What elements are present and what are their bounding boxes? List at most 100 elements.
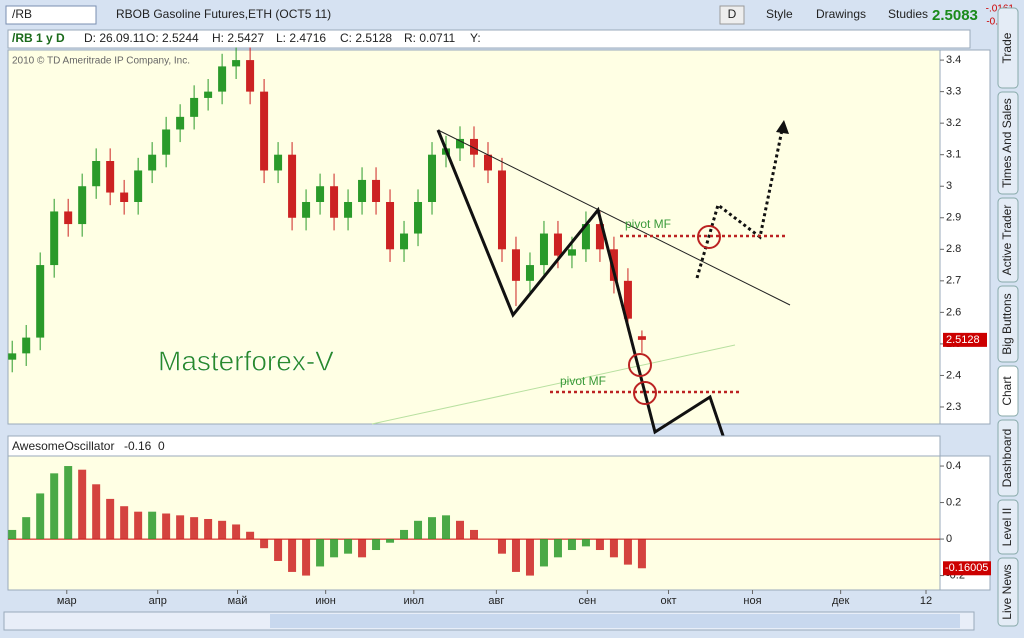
- candle-body: [232, 60, 241, 67]
- y-tick-label: 2.8: [946, 243, 961, 255]
- x-tick-label: окт: [660, 595, 676, 607]
- tab[interactable]: [997, 197, 1019, 283]
- x-tick-label: 12: [920, 595, 932, 607]
- candle-body: [316, 186, 325, 202]
- candle-body: [386, 201, 395, 250]
- brand: Masterforex-V: [158, 345, 334, 376]
- osc-bar: [302, 539, 311, 576]
- osc-bar: [50, 473, 59, 540]
- candle-body: [581, 224, 590, 250]
- info-item: D: 26.09.11: [84, 31, 145, 45]
- x-tick-label: июн: [315, 595, 335, 607]
- osc-bar: [274, 539, 283, 561]
- candle-body: [274, 154, 283, 171]
- candle-body: [64, 211, 73, 225]
- button-label[interactable]: Studies: [888, 7, 928, 21]
- projection: [695, 129, 784, 279]
- osc-bar: [358, 539, 367, 558]
- y-tick-label: 3.3: [946, 86, 961, 98]
- price-plot: [7, 49, 941, 425]
- osc-bar: [8, 529, 17, 540]
- info-item: H: 2.5427: [212, 31, 264, 45]
- candle-body: [260, 91, 269, 171]
- candle-body: [372, 179, 381, 202]
- candle-body: [204, 91, 213, 98]
- osc-bar: [470, 529, 478, 540]
- tab[interactable]: [997, 7, 1019, 89]
- symbol[interactable]: /RB: [12, 7, 32, 21]
- x-tick-label: сен: [578, 595, 596, 607]
- button-label[interactable]: Drawings: [816, 7, 866, 21]
- osc-bar: [134, 511, 143, 540]
- tab[interactable]: [997, 557, 1019, 627]
- tab[interactable]: [997, 365, 1019, 417]
- candle-body: [358, 179, 367, 202]
- info-item: /RB 1 y D: [12, 31, 65, 45]
- osc-bar: [36, 493, 45, 540]
- value-box: [943, 561, 991, 576]
- trend-line: [371, 344, 736, 425]
- info-item: R: 0.0711: [404, 31, 455, 45]
- tab-label[interactable]: Times And Sales: [1000, 98, 1014, 188]
- candle-body: [470, 138, 478, 155]
- info-item: L: 2.4716: [276, 31, 326, 45]
- candle-body: [218, 66, 227, 92]
- zigzag: [436, 129, 744, 493]
- tab[interactable]: [997, 91, 1019, 195]
- button[interactable]: [719, 5, 745, 25]
- tab-label[interactable]: Active Trader: [1000, 205, 1014, 276]
- osc-bar: [456, 520, 465, 540]
- y-tick-label: 0.2: [946, 496, 961, 508]
- osc-bar: [400, 529, 409, 540]
- candle-body: [483, 154, 492, 171]
- tab-label[interactable]: Big Buttons: [1000, 293, 1014, 354]
- candle-body: [330, 186, 339, 218]
- candle-body: [302, 201, 311, 218]
- candle-body: [50, 211, 59, 266]
- y-tick-label: 3: [946, 180, 952, 192]
- tab-label[interactable]: Level II: [1000, 508, 1014, 547]
- circle: [633, 381, 657, 405]
- tab-label[interactable]: Dashboard: [1000, 429, 1014, 488]
- tab-label[interactable]: Live News: [1000, 564, 1014, 619]
- tab-label[interactable]: Trade: [1000, 32, 1014, 63]
- x-tick-label: май: [228, 595, 248, 607]
- candle-body: [567, 249, 576, 256]
- button-label[interactable]: D: [728, 7, 737, 21]
- osc-value: -0.16: [124, 439, 152, 453]
- scroll-thumb[interactable]: [270, 614, 960, 628]
- candle-body: [36, 265, 45, 338]
- tab[interactable]: [997, 285, 1019, 363]
- last-price: 2.5083: [932, 7, 978, 24]
- candle-body: [22, 337, 31, 354]
- osc-plot: [7, 455, 941, 591]
- candle-body: [414, 201, 423, 234]
- pivot-label: pivot MF: [625, 217, 671, 231]
- symbol-box[interactable]: [5, 5, 97, 25]
- tab[interactable]: [997, 419, 1019, 497]
- osc-bar: [623, 539, 632, 565]
- info-item: O: 2.5244: [146, 31, 199, 45]
- button-label[interactable]: Style: [766, 7, 793, 21]
- candle-body: [8, 353, 17, 360]
- osc-bar: [525, 539, 534, 576]
- osc-bar: [106, 498, 115, 540]
- osc-bar: [22, 517, 31, 540]
- candle-body: [623, 280, 632, 319]
- candle-body: [106, 161, 115, 193]
- candle-body: [134, 170, 143, 202]
- osc-bar: [372, 539, 381, 551]
- info-item: C: 2.5128: [340, 31, 392, 45]
- osc-bar: [162, 513, 171, 540]
- x-tick-label: апр: [149, 595, 167, 607]
- x-tick-label: дек: [832, 595, 850, 607]
- osc-bar: [148, 511, 157, 540]
- tab-label[interactable]: Chart: [1000, 376, 1014, 406]
- candle-body: [539, 233, 548, 266]
- osc-bar: [609, 539, 618, 558]
- osc-bar: [581, 539, 590, 547]
- tab[interactable]: [997, 499, 1019, 555]
- osc-bar: [483, 539, 492, 540]
- osc-bar: [511, 539, 520, 572]
